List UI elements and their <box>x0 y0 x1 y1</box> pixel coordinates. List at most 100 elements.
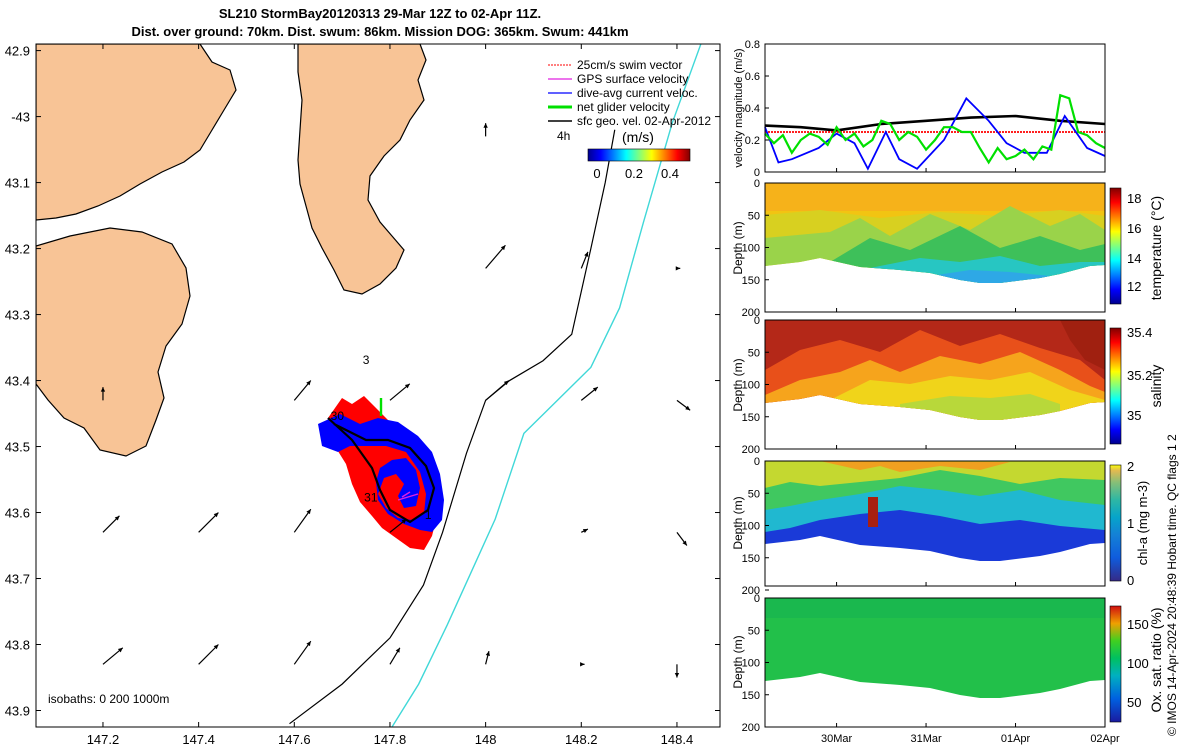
geo-vector-head-6 <box>306 509 311 515</box>
geo-vector-head-5 <box>685 405 691 411</box>
ox-cbar-tick-100: 100 <box>1127 656 1149 671</box>
map-y-ticks: 42.9 -43 43.1 43.2 43.3 43.4 43.5 43.6 43.7 43.8 4… <box>5 44 720 719</box>
temp-ylabel: Depth (m) <box>731 221 745 274</box>
velocity-panel: 0 0.2 0.4 0.6 0.8 velocity magnitude (m/s) <box>733 39 1106 179</box>
vel-ytick-label-0: 0 <box>754 167 760 179</box>
map-ytick-label-3: 43.2 <box>5 242 30 257</box>
geo-vector-head-19 <box>500 245 506 251</box>
track-labels: 3 30 31 1 <box>331 353 432 522</box>
geo-vector-head-21 <box>675 266 681 271</box>
time-tick-label-0: 30Mar <box>821 733 853 745</box>
land-northeast <box>297 44 427 295</box>
geo-vector-head-13 <box>213 644 219 650</box>
depth-tick-label-0-4: 200 <box>742 307 760 319</box>
ox-cbar-label: Ox. sat. ratio (%) <box>1148 607 1164 712</box>
footer-credit: © IMOS 14-Apr-2024 20:48:39 Hobart time.… <box>1165 434 1179 736</box>
salinity-panel: Depth (m) salinity 35 35.2 35.4 0 50 100 15… <box>731 315 1164 456</box>
geo-vector-head-1 <box>306 380 311 386</box>
depth-tick-label-0-2: 100 <box>742 243 760 255</box>
map-xtick-label-5: 148.2 <box>565 732 598 747</box>
geo-vector-head-7 <box>213 512 219 518</box>
geo-velocity-vectors <box>6 123 691 678</box>
legend-net: net glider velocity <box>577 100 670 114</box>
geo-vector-head-2 <box>404 383 410 389</box>
sal-cbar-tick-354: 35.4 <box>1127 325 1152 340</box>
temp-cbar-tick-14: 14 <box>1127 251 1141 266</box>
geo-vector-head-3 <box>503 380 509 386</box>
depth-tick-label-2-4: 200 <box>742 585 760 597</box>
time-tick-label-2: 01Apr <box>1001 733 1031 745</box>
track-label-2: 31 <box>364 490 378 504</box>
vel-ytick-label-1: 0.2 <box>745 135 760 147</box>
map-legend: 25cm/s swim vector GPS surface velocity … <box>548 58 711 181</box>
sal-cbar-label: salinity <box>1148 365 1164 408</box>
ox-cbar-tick-150: 150 <box>1127 617 1149 632</box>
cbar-tick-2: 0.4 <box>661 166 679 181</box>
map-xtick-label-1: 147.4 <box>182 732 215 747</box>
figure-subtitle: Dist. over ground: 70km. Dist. swum: 86k… <box>131 24 629 39</box>
oxygen-panel: Depth (m) Ox. sat. ratio (%) 50 100 150 … <box>731 168 1164 745</box>
depth-tick-label-1-3: 150 <box>742 412 760 424</box>
depth-ticks-3: 0 50 100 150 200 <box>742 593 769 734</box>
geo-vector-head-17 <box>580 662 585 667</box>
temp-cbar-label: temperature (°C) <box>1148 196 1164 300</box>
depth-tick-label-2-1: 50 <box>748 488 760 500</box>
chla-cbar-tick-1: 1 <box>1127 516 1134 531</box>
geo-vector-head-0 <box>100 387 106 392</box>
geo-vector-head-23 <box>6 133 11 138</box>
isobath-1000m <box>391 44 702 727</box>
geo-vector-23 <box>7 133 10 136</box>
figure-title: SL210 StormBay20120313 29-Mar 12Z to 02-… <box>218 6 542 21</box>
chla-cbar-tick-0: 0 <box>1127 573 1134 588</box>
geo-vector-head-11 <box>682 540 687 546</box>
depth-tick-label-3-2: 100 <box>742 658 760 670</box>
depth-tick-label-2-3: 150 <box>742 553 760 565</box>
map-ytick-label-6: 43.5 <box>5 440 30 455</box>
time-tick-label-3: 02Apr <box>1090 733 1120 745</box>
geo-vector-head-10 <box>582 529 588 533</box>
depth-tick-label-2-0: 0 <box>754 456 760 468</box>
geo-vector-head-4 <box>592 387 598 392</box>
geo-vector-head-22 <box>483 123 488 128</box>
depth-ticks-0: 0 50 100 150 200 <box>742 178 769 319</box>
temp-cbar-tick-18: 18 <box>1127 191 1141 206</box>
depth-tick-label-2-2: 100 <box>742 521 760 533</box>
chla-panel: Depth (m) chl-a (mg m-3) 0 1 2 0 50 100 150… <box>731 456 1150 597</box>
track-label-0: 3 <box>363 353 370 367</box>
track-label-3: 1 <box>425 508 432 522</box>
depth-tick-label-0-0: 0 <box>754 178 760 190</box>
ox-cbar-tick-50: 50 <box>1127 695 1141 710</box>
velocity-ylabel: velocity magnitude (m/s) <box>733 48 745 167</box>
land-west <box>36 227 191 457</box>
geo-vector-head-15 <box>395 647 400 653</box>
depth-tick-label-1-1: 50 <box>748 347 760 359</box>
track-label-1: 30 <box>331 409 345 423</box>
map-ytick-label-1: -43 <box>11 110 30 125</box>
vel-ytick-label-3: 0.6 <box>745 71 760 83</box>
temperature-panel: Depth (m) temperature (°C) 12 14 16 18 0… <box>731 178 1164 319</box>
depth-tick-label-0-1: 50 <box>748 210 760 222</box>
track-line <box>327 417 436 524</box>
cbar-tick-0: 0 <box>593 166 600 181</box>
map-ytick-label-7: 43.6 <box>5 506 30 521</box>
map-ytick-label-5: 43.4 <box>5 374 30 389</box>
sal-cbar-tick-35: 35 <box>1127 408 1141 423</box>
velocity-series-0 <box>764 114 1106 132</box>
map-xtick-label-2: 147.6 <box>278 732 311 747</box>
glider-track <box>318 396 444 550</box>
map-ytick-label-4: 43.3 <box>5 308 30 323</box>
colorbar-unit: (m/s) <box>622 129 654 145</box>
geo-vector-3 <box>485 380 510 401</box>
land-masses <box>36 44 427 457</box>
map-xtick-label-6: 148.4 <box>661 732 694 747</box>
track-blue-swath <box>318 414 444 532</box>
geo-vector-head-14 <box>306 641 311 647</box>
depth-tick-label-1-0: 0 <box>754 315 760 327</box>
chla-ylabel: Depth (m) <box>731 496 745 549</box>
geo-vector-head-18 <box>674 673 680 678</box>
temp-cbar-tick-12: 12 <box>1127 279 1141 294</box>
map-ytick-label-2: 43.1 <box>5 176 30 191</box>
depth-tick-label-3-0: 0 <box>754 593 760 605</box>
geo-vector-head-9 <box>401 519 407 524</box>
